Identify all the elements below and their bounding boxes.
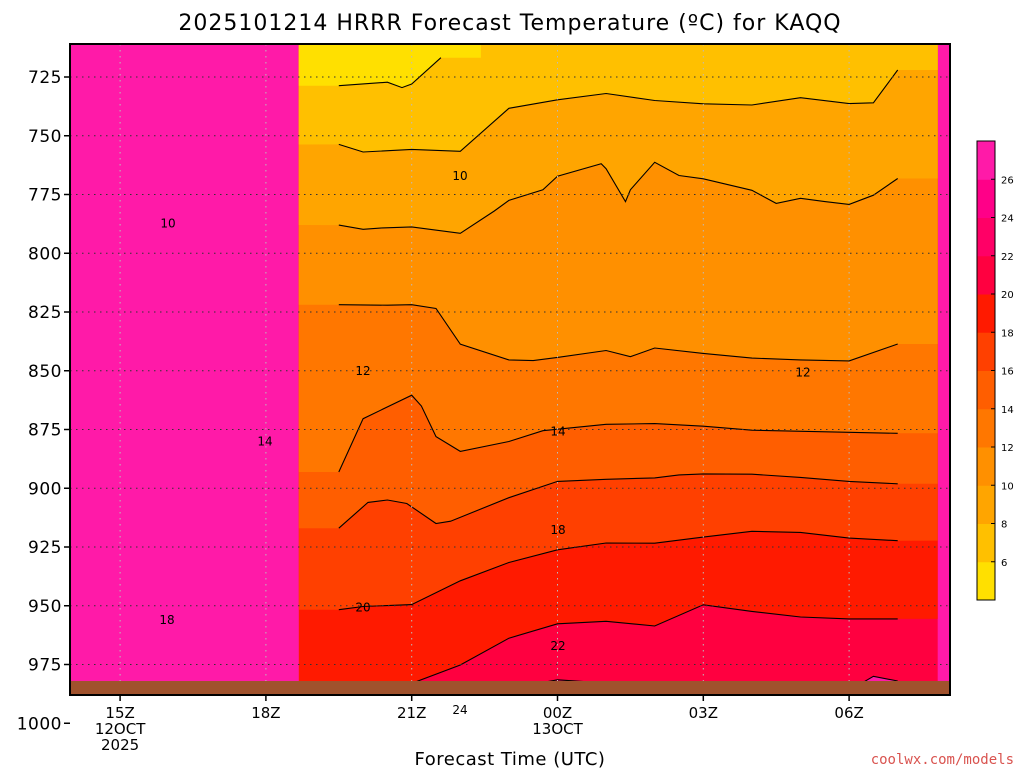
colorbar-tick-label: 18 (1001, 328, 1014, 339)
x-tick-label: 18Z (251, 704, 280, 722)
y-tick-label: 775 (28, 186, 62, 206)
isotherm-layer (338, 57, 899, 695)
credit-text: coolwx.com/models (871, 752, 1014, 768)
colorbar-tick-label: 6 (1001, 558, 1007, 569)
colorbar-tick-label: 10 (1001, 481, 1014, 492)
colorbar-swatch (977, 294, 995, 333)
contour-label: 12 (355, 364, 370, 378)
isotherm-line (338, 473, 898, 529)
y-tick-label: 900 (28, 479, 62, 499)
y-tick-label: 975 (28, 656, 62, 676)
y-tick-label: 1000 (17, 714, 62, 734)
contour-label: 14 (257, 434, 272, 448)
colorbar-tick-label: 8 (1001, 520, 1007, 531)
x-tick-label: 15Z (105, 704, 134, 722)
grid-layer (70, 44, 950, 695)
colorbar-swatch (977, 332, 995, 371)
ground-surface (70, 681, 950, 695)
contour-label: 18 (159, 613, 174, 627)
colorbar-swatch (977, 370, 995, 410)
colorbar-swatch (977, 561, 995, 601)
x-tick-label: 06Z (834, 704, 863, 722)
colorbar-tick-label: 14 (1001, 405, 1014, 416)
colorbar-tick-label: 26 (1001, 175, 1014, 186)
colorbar-swatch (977, 408, 995, 448)
y-tick-label: 925 (28, 538, 62, 558)
isotherm-line (338, 161, 899, 234)
y-tick-label: 800 (28, 244, 62, 264)
y-tick-label: 850 (28, 362, 62, 382)
x-tick-label: 21Z (397, 704, 426, 722)
colorbar-tick-label: 22 (1001, 252, 1014, 263)
y-axis: 725 750 775 800 825 850 875 900 925 950 975 1000 (17, 68, 70, 734)
contour-label: 24 (452, 703, 467, 717)
contour-label: 14 (550, 424, 565, 438)
colorbar: 6 8 10 12 14 16 18 20 22 24 26 (976, 140, 1014, 601)
y-tick-label: 750 (28, 127, 62, 147)
colorbar-swatch (977, 447, 995, 486)
x-axis-label: Forecast Time (UTC) (415, 749, 606, 768)
x-tick-label: 00Z (543, 704, 572, 722)
colorbar-tick-label: 20 (1001, 290, 1014, 301)
colorbar-swatch (977, 141, 995, 180)
colorbar-swatch (977, 523, 995, 563)
isotherm-line (338, 69, 899, 153)
y-tick-label: 725 (28, 68, 62, 88)
isotherm-line (338, 530, 898, 611)
x-tick-label: 13OCT (532, 720, 583, 738)
colorbar-tick-label: 24 (1001, 214, 1014, 225)
contour-label: 12 (795, 366, 810, 380)
isotherm-line (338, 57, 442, 89)
colorbar-tick-label: 12 (1001, 443, 1014, 454)
colorbar-swatch (977, 485, 995, 524)
contour-label-layer: 10 10 12 12 14 14 18 18 20 22 24 (159, 169, 810, 717)
contour-label: 10 (160, 217, 175, 231)
isotherm-line (338, 304, 898, 362)
isotherm-line (338, 394, 898, 473)
y-tick-label: 875 (28, 421, 62, 441)
x-tick-label: 2025 (101, 736, 139, 754)
temperature-band (298, 44, 481, 88)
y-tick-label: 950 (28, 597, 62, 617)
colorbar-swatch (977, 179, 995, 218)
y-tick-label: 825 (28, 303, 62, 323)
temperature-fill-layer (70, 44, 950, 695)
contour-label: 22 (550, 639, 565, 653)
colorbar-tick-label: 16 (1001, 367, 1014, 378)
plot-frame (69, 43, 951, 696)
colorbar-swatch (977, 217, 995, 257)
chart-title: 2025101214 HRRR Forecast Temperature (ºC… (178, 11, 841, 36)
x-tick-label: 12OCT (95, 720, 146, 738)
colorbar-swatch (977, 255, 995, 295)
contour-label: 10 (452, 169, 467, 183)
x-tick-label: 03Z (689, 704, 718, 722)
temperature-band (298, 44, 938, 152)
contour-label: 18 (550, 523, 565, 537)
contour-label: 20 (355, 601, 370, 615)
